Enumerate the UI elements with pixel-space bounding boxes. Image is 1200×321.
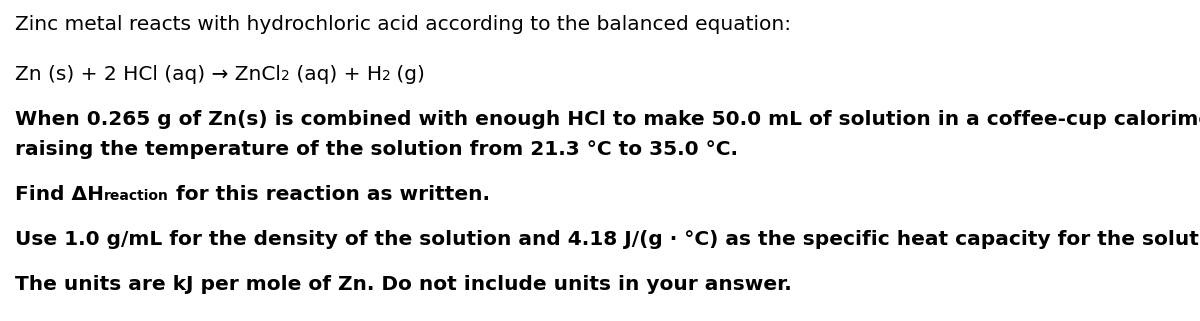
Text: 2: 2	[382, 69, 390, 83]
Text: Zinc metal reacts with hydrochloric acid according to the balanced equation:: Zinc metal reacts with hydrochloric acid…	[14, 15, 791, 34]
Text: Use 1.0 g/mL for the density of the solution and 4.18 J/(g · °C) as the specific: Use 1.0 g/mL for the density of the solu…	[14, 230, 1200, 249]
Text: (aq) + H: (aq) + H	[289, 65, 382, 84]
Text: When 0.265 g of Zn(s) is combined with enough HCl to make 50.0 mL of solution in: When 0.265 g of Zn(s) is combined with e…	[14, 110, 1200, 129]
Text: Find ΔH: Find ΔH	[14, 185, 104, 204]
Text: The units are kJ per mole of Zn. Do not include units in your answer.: The units are kJ per mole of Zn. Do not …	[14, 275, 792, 294]
Text: raising the temperature of the solution from 21.3 °C to 35.0 °C.: raising the temperature of the solution …	[14, 140, 738, 159]
Text: reaction: reaction	[104, 189, 169, 203]
Text: 2: 2	[281, 69, 289, 83]
Text: Zn (s) + 2 HCl (aq) → ZnCl: Zn (s) + 2 HCl (aq) → ZnCl	[14, 65, 281, 84]
Text: (g): (g)	[390, 65, 425, 84]
Text: for this reaction as written.: for this reaction as written.	[169, 185, 490, 204]
